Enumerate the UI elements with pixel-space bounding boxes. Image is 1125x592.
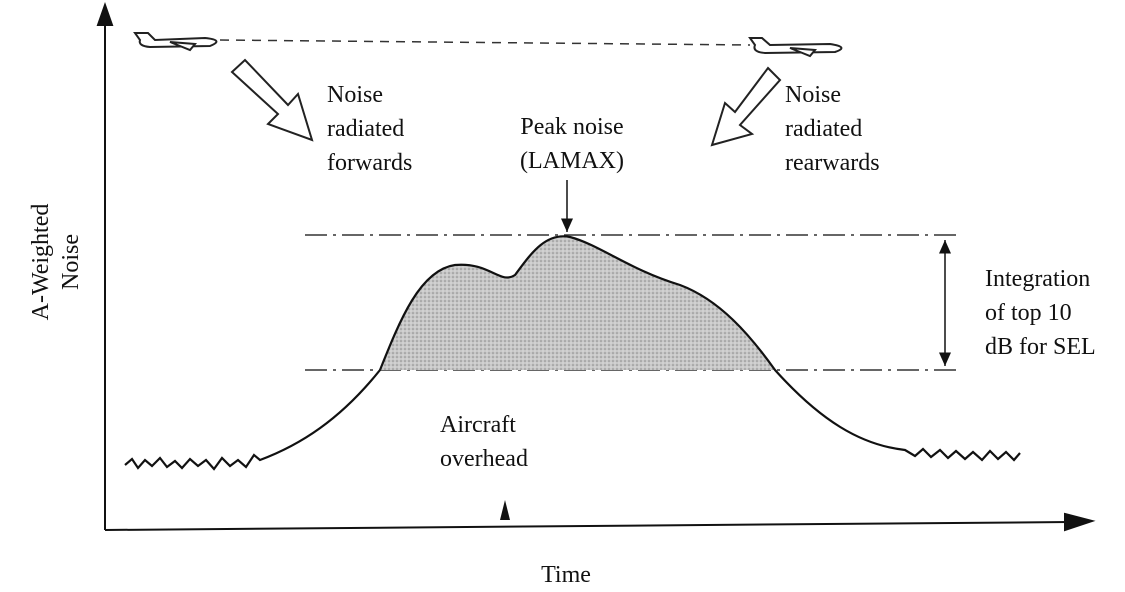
overhead-marker	[500, 500, 510, 520]
label-line: radiated	[785, 116, 862, 142]
annotation-integration: Integration of top 10 dB for SEL	[985, 266, 1096, 360]
label-line: rearwards	[785, 150, 880, 176]
plane	[135, 33, 216, 50]
label-line: Integration	[985, 266, 1090, 292]
label-line: A-Weighted	[28, 204, 54, 321]
annotation-peak: Peak noise (LAMAX)	[520, 114, 624, 174]
x-axis-label: Time	[541, 562, 591, 588]
label-line: of top 10	[985, 300, 1072, 326]
label-line: overhead	[440, 446, 528, 472]
annotation-overhead: Aircraft overhead	[440, 412, 528, 472]
radiation-arrow	[232, 60, 780, 145]
label-line: Noise	[785, 82, 841, 108]
diagram: A-Weighted Noise Time Noise radiated for…	[0, 0, 1125, 592]
label-line: forwards	[327, 150, 412, 176]
sel-area	[380, 236, 775, 370]
label-line: Noise	[327, 82, 383, 108]
y-axis-label: A-Weighted Noise	[28, 204, 84, 321]
label-line: Peak noise	[520, 114, 623, 140]
label-line: (LAMAX)	[520, 148, 624, 174]
label-line: Aircraft	[440, 412, 516, 438]
flight-path	[135, 33, 841, 56]
label-line: Noise	[58, 234, 84, 290]
label-line: dB for SEL	[985, 334, 1096, 360]
annotation-rearward: Noise radiated rearwards	[785, 82, 880, 176]
label-line: radiated	[327, 116, 404, 142]
plane	[750, 38, 841, 56]
annotation-forward: Noise radiated forwards	[327, 82, 412, 176]
